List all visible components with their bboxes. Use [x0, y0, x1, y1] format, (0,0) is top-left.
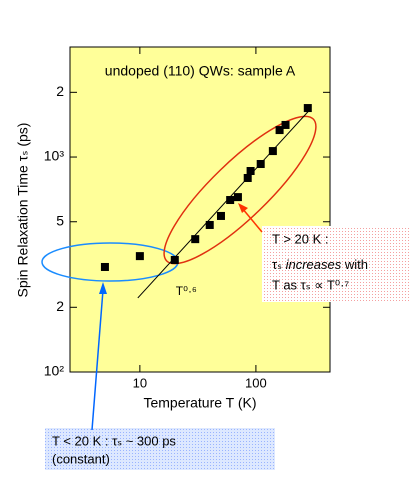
data-point	[246, 167, 255, 176]
data-point	[170, 255, 179, 264]
y-tick-label: 5	[56, 212, 64, 228]
x-tick-label: 100	[245, 375, 267, 390]
arrow-head	[99, 282, 107, 294]
low-t-note-box	[45, 428, 275, 470]
note-line: T > 20 K :	[272, 231, 329, 246]
data-point	[135, 252, 144, 261]
data-point	[216, 211, 225, 220]
annotation: undoped (110) QWs: sample A	[105, 63, 296, 79]
y-axis-label: Spin Relaxation Time τₛ (ps)	[15, 123, 31, 298]
data-point	[191, 235, 200, 244]
data-point	[205, 220, 214, 229]
data-point	[268, 147, 277, 156]
data-point	[233, 193, 242, 202]
note-line: T < 20 K : τₛ ~ 300 ps	[52, 433, 176, 448]
x-axis-label: Temperature T (K)	[143, 395, 256, 411]
data-point	[303, 104, 312, 113]
note-line: (constant)	[52, 451, 110, 466]
arrow-head	[238, 203, 248, 213]
y-tick-label: 2	[56, 298, 64, 314]
note-line: τₛ increases with	[272, 257, 368, 272]
high-t-ellipse	[163, 115, 317, 265]
high-t-note-box	[262, 226, 410, 302]
low-t-arrow	[91, 289, 104, 431]
note-text: τₛ	[272, 257, 286, 272]
y-tick-label: 2	[56, 83, 64, 99]
data-point	[100, 262, 109, 271]
data-point	[281, 120, 290, 129]
y-tick-label: 10³	[44, 148, 65, 164]
data-point	[226, 196, 235, 205]
fit-line	[137, 109, 310, 299]
low-t-note: T < 20 K : τₛ ~ 300 ps (constant)	[52, 433, 176, 466]
note-line: T as τₛ ∝ T⁰·⁷	[272, 277, 349, 292]
note-text: with	[341, 257, 368, 272]
fit-label: T⁰·⁶	[176, 284, 197, 298]
high-t-arrow	[241, 207, 263, 233]
high-t-note: T > 20 K : τₛ increases with T as τₛ ∝ T…	[272, 231, 368, 292]
plot-area	[69, 46, 331, 373]
y-tick-label: 10²	[44, 363, 65, 379]
data-point	[275, 126, 284, 135]
note-text: increases	[286, 257, 342, 272]
x-tick-label: 10	[133, 375, 147, 390]
